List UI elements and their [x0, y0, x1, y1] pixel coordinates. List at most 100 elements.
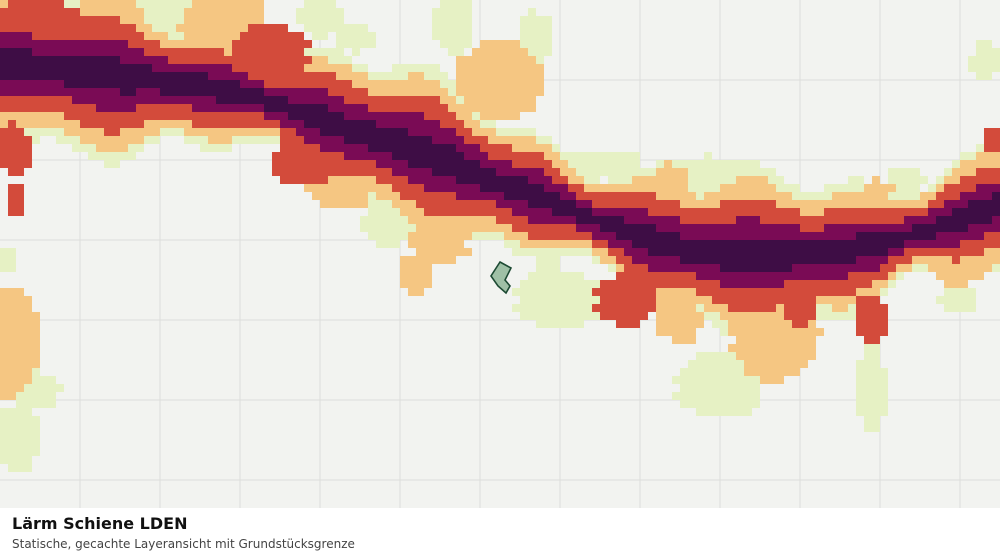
noise-cell-class-3 [904, 248, 984, 256]
layer-title: Lärm Schiene LDEN [12, 514, 188, 533]
noise-cell-class-1 [608, 264, 616, 272]
noise-cell-class-2 [440, 96, 456, 104]
noise-cell-class-3 [848, 272, 888, 280]
noise-cell-class-2 [0, 376, 32, 384]
noise-cell-class-1 [584, 176, 600, 184]
noise-cell-class-3 [248, 72, 336, 80]
noise-cell-class-1 [0, 432, 40, 440]
noise-cell-class-3 [272, 152, 344, 160]
noise-cell-class-1 [976, 72, 992, 80]
noise-cell-class-2 [552, 160, 568, 168]
noise-cell-class-2 [952, 168, 976, 176]
noise-cell-class-2 [664, 160, 672, 168]
noise-cell-class-1 [992, 264, 1000, 272]
noise-cell-class-1 [368, 192, 376, 200]
noise-cell-class-1 [360, 216, 408, 224]
noise-cell-class-1 [672, 160, 760, 168]
noise-cell-class-1 [816, 312, 856, 320]
noise-cell-class-3 [232, 64, 304, 72]
noise-cell-class-2 [136, 24, 152, 32]
noise-cell-class-3 [608, 248, 624, 256]
noise-cell-class-4 [824, 224, 912, 232]
noise-cell-class-2 [376, 192, 400, 200]
noise-cell-class-2 [0, 0, 8, 8]
noise-cell-class-3 [512, 224, 576, 232]
noise-cell-class-4 [576, 200, 592, 208]
noise-cell-class-1 [16, 400, 56, 408]
noise-cell-class-3 [8, 208, 24, 216]
noise-cell-class-1 [528, 8, 536, 16]
noise-cell-class-2 [304, 64, 352, 72]
noise-cell-class-3 [8, 192, 24, 200]
noise-cell-class-2 [184, 128, 280, 136]
noise-cell-class-4 [0, 88, 120, 96]
noise-cell-class-4 [120, 56, 168, 64]
noise-cell-class-2 [936, 184, 944, 192]
noise-cell-class-3 [680, 216, 736, 224]
noise-cell-class-3 [592, 200, 680, 208]
noise-cell-class-2 [456, 72, 544, 80]
noise-cell-class-1 [696, 408, 752, 416]
noise-cell-class-2 [680, 200, 720, 208]
noise-cell-class-4 [736, 216, 760, 224]
noise-cell-class-2 [0, 320, 40, 328]
noise-cell-class-1 [888, 192, 920, 200]
noise-cell-class-1 [528, 272, 584, 280]
noise-cell-class-2 [400, 272, 432, 280]
noise-cell-class-4 [320, 144, 368, 152]
noise-cell-class-3 [424, 112, 456, 120]
noise-cell-class-2 [856, 288, 880, 296]
noise-cell-class-4 [456, 192, 504, 200]
noise-cell-class-2 [872, 280, 888, 288]
parcel-layer [490, 260, 513, 295]
noise-cell-class-2 [480, 112, 520, 120]
noise-cell-class-1 [368, 232, 408, 240]
noise-cell-class-1 [888, 168, 920, 176]
noise-cell-class-1 [680, 368, 744, 376]
noise-cell-class-1 [520, 280, 600, 288]
noise-cell-class-1 [576, 168, 656, 176]
noise-cell-class-2 [656, 288, 696, 296]
noise-cell-class-2 [352, 80, 440, 88]
noise-cell-class-3 [344, 96, 440, 104]
noise-cell-class-2 [120, 128, 160, 136]
noise-cell-class-2 [912, 256, 952, 264]
noise-cell-class-3 [728, 304, 776, 312]
noise-cell-class-2 [504, 232, 528, 240]
noise-cell-class-2 [464, 96, 536, 104]
noise-cell-class-1 [72, 144, 96, 152]
noise-cell-class-3 [760, 216, 904, 224]
noise-map-canvas[interactable] [0, 0, 1000, 508]
noise-cell-class-1 [672, 392, 760, 400]
noise-cell-class-1 [608, 176, 632, 184]
noise-map[interactable] [0, 0, 1000, 508]
noise-cell-class-3 [952, 256, 960, 264]
noise-cell-class-3 [192, 120, 280, 128]
noise-cell-class-2 [704, 192, 792, 200]
noise-cell-class-3 [168, 56, 312, 64]
noise-cell-class-1 [376, 240, 400, 248]
noise-cell-class-2 [0, 384, 24, 392]
noise-cell-class-4 [376, 160, 408, 168]
noise-cell-class-2 [744, 368, 800, 376]
noise-cell-class-4 [424, 184, 480, 192]
noise-cell-class-2 [944, 176, 960, 184]
noise-cell-class-5 [720, 264, 792, 272]
noise-cell-class-2 [736, 352, 816, 360]
noise-cell-class-3 [248, 24, 288, 32]
noise-cell-class-3 [0, 16, 120, 24]
noise-cell-class-2 [832, 304, 848, 312]
noise-cell-class-5 [0, 56, 120, 64]
noise-cell-class-1 [520, 296, 600, 304]
noise-cell-class-3 [416, 200, 496, 208]
noise-cell-class-4 [792, 264, 880, 272]
noise-cell-class-1 [200, 144, 232, 152]
noise-cell-class-3 [720, 200, 776, 208]
noise-cell-class-5 [600, 224, 656, 232]
noise-cell-class-2 [816, 296, 856, 304]
parcel-boundary[interactable] [490, 260, 513, 295]
noise-cell-class-1 [856, 384, 888, 392]
noise-cell-class-4 [960, 192, 992, 200]
noise-cell-class-1 [560, 152, 640, 160]
noise-cell-class-5 [392, 152, 464, 160]
